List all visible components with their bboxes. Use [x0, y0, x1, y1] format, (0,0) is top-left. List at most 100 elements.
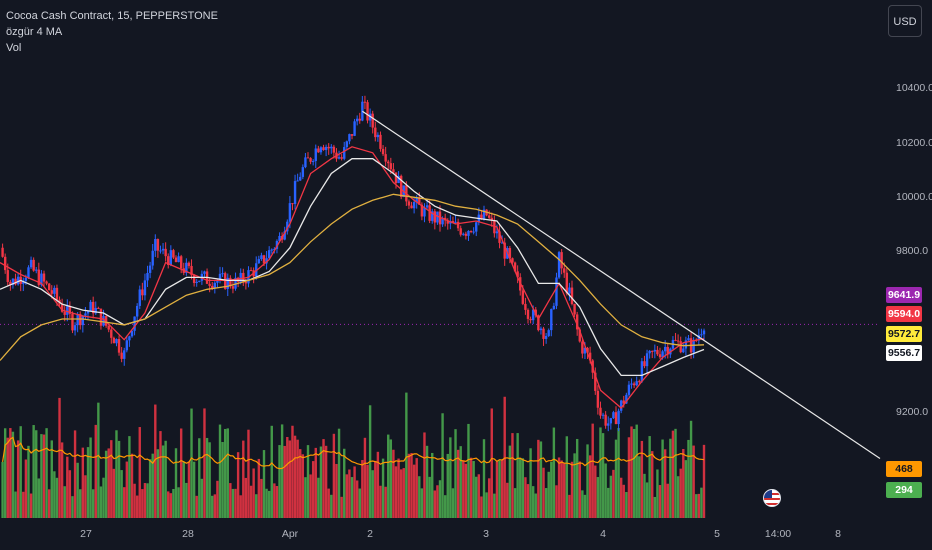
candle-body — [482, 209, 486, 219]
candle-body — [6, 270, 9, 282]
volume-bar — [47, 489, 51, 518]
volume-bar — [151, 453, 154, 518]
x-tick-label: 28 — [182, 528, 194, 540]
volume-ma-tag: 468 — [886, 461, 922, 477]
candle-body — [653, 349, 657, 352]
candle-body — [537, 315, 540, 331]
volume-bar — [622, 484, 625, 518]
volume-bar — [50, 440, 53, 518]
volume-bar — [123, 487, 126, 518]
candle-body — [211, 285, 214, 289]
candle-body — [619, 400, 623, 411]
volume-bar — [252, 468, 255, 518]
volume-bar — [477, 474, 481, 518]
volume-bar — [516, 433, 519, 518]
candlesticks — [1, 95, 706, 432]
volume-bar — [141, 489, 144, 518]
candle-body — [324, 146, 328, 151]
candle-body — [643, 361, 646, 367]
volume-bar — [9, 428, 12, 518]
volume-bar — [120, 470, 123, 518]
legend-symbol[interactable]: Cocoa Cash Contract, 15, PEPPERSTONE — [6, 10, 218, 22]
candle-body — [213, 282, 217, 289]
volume-bar — [459, 446, 462, 518]
candle-body — [565, 272, 569, 294]
volume-bar — [135, 495, 139, 518]
volume-bar — [249, 485, 253, 518]
volume-bar — [394, 466, 398, 518]
volume-bar — [177, 487, 180, 518]
candle-body — [159, 250, 162, 252]
volume-bar — [550, 461, 553, 518]
volume-bar — [619, 477, 623, 518]
us-flag-icon[interactable] — [763, 489, 781, 507]
volume-bar — [236, 452, 240, 518]
volume-bar — [358, 488, 361, 518]
candle-body — [309, 158, 312, 162]
candle-body — [480, 214, 483, 219]
legend-indicator-ma[interactable]: özgür 4 MA — [6, 26, 63, 38]
candle-body — [389, 163, 393, 170]
volume-bar — [449, 437, 452, 518]
volume-bar — [185, 482, 188, 518]
candle-body — [198, 280, 201, 282]
candle-body — [617, 410, 620, 425]
candle-body — [412, 202, 416, 209]
candle-body — [583, 347, 587, 354]
currency-button[interactable]: USD — [888, 5, 922, 37]
volume-bar — [687, 439, 690, 518]
candle-body — [89, 301, 92, 312]
candle-body — [604, 414, 607, 426]
candle-body — [526, 309, 530, 319]
candle-body — [208, 283, 211, 286]
volume-bar — [697, 493, 701, 518]
candle-body — [475, 222, 478, 232]
volume-bar — [379, 485, 382, 518]
volume-bar — [537, 439, 540, 518]
volume-bar — [350, 477, 354, 518]
candle-body — [656, 349, 659, 355]
legend-indicator-vol[interactable]: Vol — [6, 42, 22, 54]
volume-bar — [278, 445, 281, 518]
candle-body — [418, 197, 421, 205]
ma-line-2 — [0, 193, 705, 361]
volume-bar — [355, 480, 359, 518]
candle-body — [296, 180, 299, 182]
volume-bar — [260, 478, 263, 518]
y-tick-label: 10200.0 — [896, 137, 932, 149]
volume-bar — [573, 453, 576, 518]
candle-body — [94, 307, 97, 314]
candle-body — [192, 275, 196, 283]
volume-bar — [125, 461, 129, 518]
volume-bar — [588, 455, 592, 518]
candle-body — [275, 240, 279, 249]
volume-bar — [399, 469, 403, 518]
volume-bar — [384, 486, 387, 518]
candle-body — [311, 161, 315, 163]
candle-body — [594, 372, 597, 391]
candle-body — [568, 287, 571, 294]
volume-last-tag: 294 — [886, 482, 922, 498]
volume-bar — [306, 445, 310, 518]
candle-body — [394, 172, 398, 184]
volume-bar — [392, 449, 395, 518]
candle-body — [423, 207, 426, 217]
volume-bar — [586, 444, 589, 518]
candle-body — [350, 134, 354, 136]
candle-body — [169, 250, 173, 265]
volume-bar — [609, 475, 613, 518]
volume-bar — [66, 456, 69, 518]
volume-bar — [40, 434, 43, 518]
candle-body — [547, 330, 550, 336]
candle-body — [291, 203, 294, 205]
last-price-tag: 9641.9 — [886, 287, 922, 303]
candle-body — [700, 334, 703, 336]
volume-bar — [487, 478, 491, 518]
candle-body — [133, 316, 136, 331]
volume-bar — [526, 484, 530, 518]
candle-body — [203, 271, 206, 274]
candle-body — [614, 412, 618, 425]
candle-body — [319, 147, 323, 153]
volume-bar — [425, 445, 429, 518]
